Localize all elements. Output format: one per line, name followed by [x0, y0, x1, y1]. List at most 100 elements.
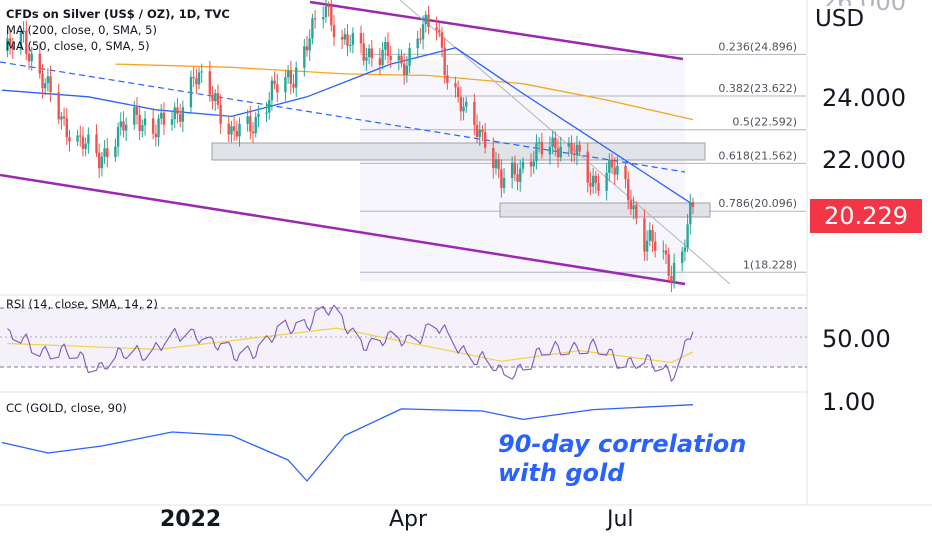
candle[interactable] [327, 1, 330, 17]
candle[interactable] [440, 26, 444, 58]
candle[interactable] [540, 132, 544, 159]
candle[interactable] [408, 42, 411, 74]
candle[interactable] [435, 16, 438, 41]
candle[interactable] [497, 153, 500, 179]
candle[interactable] [691, 197, 695, 215]
candle[interactable] [270, 76, 274, 111]
legend-rsi[interactable]: RSI (14, close, SMA, 14, 2) [6, 297, 158, 311]
candle[interactable] [124, 117, 128, 141]
candle[interactable] [254, 112, 257, 138]
candle[interactable] [133, 100, 136, 130]
candle[interactable] [119, 112, 122, 136]
candle[interactable] [116, 122, 120, 157]
candle[interactable] [138, 105, 141, 140]
candle[interactable] [65, 108, 68, 146]
legend-cc[interactable]: CC (GOLD, close, 90) [6, 401, 127, 415]
candle[interactable] [100, 152, 104, 177]
candle[interactable] [575, 135, 579, 166]
candle[interactable] [122, 111, 125, 138]
candle[interactable] [6, 29, 9, 58]
candle[interactable] [295, 61, 298, 98]
candle[interactable] [8, 28, 12, 55]
candle[interactable] [367, 44, 371, 65]
candle[interactable] [438, 22, 441, 38]
candle[interactable] [654, 231, 657, 258]
candle[interactable] [95, 124, 98, 157]
candle[interactable] [286, 64, 290, 84]
legend-symbol-title[interactable]: CFDs on Silver (US$ / OZ), 1D, TVC [6, 7, 230, 21]
candle[interactable] [384, 36, 387, 60]
candle[interactable] [419, 28, 422, 44]
candle[interactable] [114, 138, 117, 162]
candle[interactable] [402, 53, 406, 85]
candle[interactable] [483, 122, 487, 154]
candle[interactable] [475, 114, 479, 143]
candle[interactable] [400, 49, 403, 68]
candle[interactable] [308, 29, 311, 61]
candle[interactable] [554, 131, 557, 157]
candle[interactable] [265, 102, 268, 123]
candle[interactable] [22, 21, 25, 43]
rsi-ma-path[interactable] [7, 327, 694, 364]
candle[interactable] [41, 64, 44, 99]
candle[interactable] [627, 171, 630, 210]
candle[interactable] [292, 73, 295, 93]
candle[interactable] [667, 247, 670, 282]
candle[interactable] [586, 142, 589, 193]
candle[interactable] [589, 172, 592, 196]
candle[interactable] [559, 136, 562, 162]
candle[interactable] [664, 244, 668, 265]
candle[interactable] [268, 91, 271, 120]
candle[interactable] [62, 107, 66, 126]
candle[interactable] [230, 120, 233, 143]
candle[interactable] [311, 13, 314, 45]
candle[interactable] [502, 168, 506, 194]
candle[interactable] [332, 14, 336, 46]
candle[interactable] [516, 163, 519, 191]
candle[interactable] [556, 138, 560, 168]
candle[interactable] [578, 140, 581, 157]
candle[interactable] [25, 20, 28, 61]
candle[interactable] [613, 157, 616, 185]
candle[interactable] [346, 24, 349, 57]
candle[interactable] [500, 159, 503, 198]
candle[interactable] [370, 39, 373, 67]
candle[interactable] [365, 48, 368, 72]
candle[interactable] [513, 155, 517, 182]
candle[interactable] [416, 30, 419, 59]
candles[interactable] [6, 0, 695, 293]
candle[interactable] [276, 73, 279, 103]
candle[interactable] [651, 224, 654, 253]
candle[interactable] [219, 94, 222, 135]
candle[interactable] [459, 86, 463, 121]
candle[interactable] [27, 47, 31, 70]
candle[interactable] [378, 47, 382, 75]
candle[interactable] [608, 153, 611, 182]
candle[interactable] [362, 33, 365, 66]
candle[interactable] [208, 60, 212, 102]
candle[interactable] [170, 111, 174, 131]
candle[interactable] [478, 121, 481, 147]
support-zone-lower[interactable] [499, 202, 711, 218]
candle[interactable] [567, 137, 571, 157]
candle[interactable] [232, 116, 236, 141]
candle[interactable] [195, 68, 198, 95]
candle[interactable] [97, 143, 101, 179]
candle[interactable] [251, 122, 255, 144]
candle[interactable] [324, 0, 328, 23]
candle[interactable] [662, 240, 665, 260]
candle[interactable] [60, 112, 63, 130]
candle[interactable] [313, 9, 317, 29]
candle[interactable] [84, 137, 87, 157]
candle[interactable] [683, 239, 687, 262]
candle[interactable] [87, 127, 90, 154]
candle[interactable] [289, 60, 293, 95]
legend-ma50[interactable]: MA (50, close, 0, SMA, 5) [6, 39, 150, 53]
candle[interactable] [629, 189, 633, 216]
candle[interactable] [162, 102, 166, 136]
support-zone-upper[interactable] [211, 142, 706, 161]
candle[interactable] [305, 35, 309, 57]
candle[interactable] [151, 108, 155, 140]
candle[interactable] [249, 106, 252, 140]
